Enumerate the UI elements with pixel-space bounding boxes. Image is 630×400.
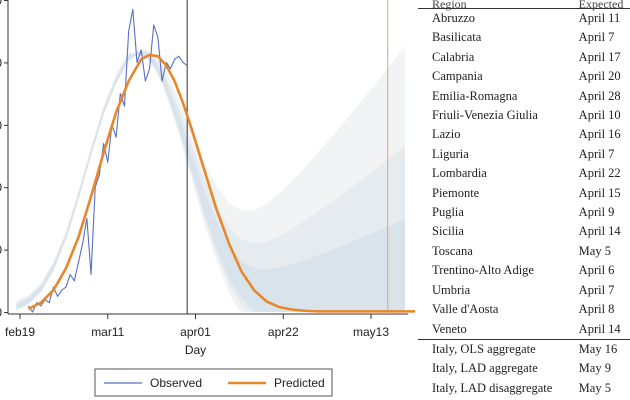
table-row: Lazio April 16 — [418, 125, 630, 144]
x-axis-label: Day — [185, 343, 206, 357]
header-expected: Expected — [568, 0, 630, 10]
table-row: Umbria April 7 — [418, 281, 630, 300]
cell-region: Calabria — [432, 49, 475, 64]
table-row: Trentino-Alto Adige April 6 — [418, 261, 630, 280]
cell-expected-date: April 15 — [578, 185, 621, 200]
cell-expected-date: April 11 — [578, 11, 621, 25]
axes: 000000feb19mar11apr01apr22may13Day — [0, 0, 408, 357]
cell-expected-date: May 5 — [578, 243, 611, 258]
aggregate-row: Italy, OLS aggregate May 16 — [418, 338, 630, 360]
confidence-band — [16, 50, 405, 313]
x-tick-label: apr22 — [268, 325, 299, 339]
cell-region: Abruzzo — [432, 11, 476, 25]
table-row: Toscana May 5 — [418, 242, 630, 261]
table-row: Valle d'Aosta April 8 — [418, 300, 630, 319]
cell-region: Trentino-Alto Adige — [432, 263, 534, 278]
table-row: Abruzzo April 11 — [418, 9, 630, 29]
table-row: Campania April 20 — [418, 67, 630, 86]
cell-expected-date: May 16 — [568, 338, 630, 360]
x-tick-label: mar11 — [91, 325, 124, 339]
cell-expected-date: April 17 — [578, 49, 621, 64]
aggregate-row: Italy, LAD disaggregate May 5 — [418, 379, 630, 398]
confidence-bands — [16, 46, 405, 313]
y-tick-label: 0 — [0, 118, 2, 132]
x-tick-label: may13 — [353, 325, 389, 339]
cell-expected-date: May 5 — [578, 380, 611, 395]
cell-region: Puglia — [432, 205, 464, 220]
vertical-reference-lines — [186, 0, 389, 314]
cell-expected-date: April 7 — [578, 30, 615, 45]
cell-region: Umbria — [432, 282, 471, 297]
legend: Observed Predicted — [94, 368, 333, 397]
table-row: Emilia-Romagna April 28 — [418, 87, 630, 106]
cell-expected-date: April 7 — [578, 282, 615, 297]
y-tick-label: 0 — [0, 243, 2, 257]
x-tick-label: feb19 — [5, 325, 35, 339]
header-region: Region — [418, 0, 569, 10]
aggregate-row: Italy, LAD aggregate May 9 — [418, 359, 630, 378]
cell-expected-date: April 16 — [578, 127, 621, 142]
y-tick-label: 0 — [0, 181, 2, 195]
table-row: Friuli-Venezia Giulia April 10 — [418, 106, 630, 125]
cell-expected-date: April 20 — [578, 69, 621, 84]
legend-label-observed: Observed — [150, 376, 202, 390]
legend-label-predicted: Predicted — [274, 376, 325, 390]
cell-expected-date: April 8 — [578, 302, 615, 317]
table-row: Liguria April 7 — [418, 145, 630, 164]
series-line-predicted — [27, 53, 415, 313]
cell-region: Veneto — [432, 321, 467, 336]
cell-region: Piemonte — [432, 185, 480, 200]
region-expected-table: Region Expected Abruzzo April 11 Basilicat… — [418, 0, 630, 400]
cell-region: Friuli-Venezia Giulia — [432, 108, 538, 123]
cell-region: Italy, LAD aggregate — [432, 361, 538, 376]
cell-expected-date: April 22 — [578, 166, 621, 181]
table-row: Basilicata April 7 — [418, 28, 630, 47]
cell-expected-date: May 9 — [578, 361, 611, 376]
confidence-band — [16, 51, 405, 312]
cell-region: Italy, OLS aggregate — [418, 338, 569, 360]
cell-expected-date: April 14 — [578, 224, 621, 239]
table-header-row: Region Expected — [418, 0, 630, 10]
y-tick-label: 0 — [0, 0, 2, 8]
cell-region: Italy, LAD disaggregate — [432, 380, 553, 395]
table-row: Calabria April 17 — [418, 48, 630, 67]
table-row: Veneto April 14 — [418, 320, 630, 340]
table-row: Sicilia April 14 — [418, 222, 630, 241]
cell-region: Emilia-Romagna — [432, 88, 518, 103]
cell-region: Sicilia — [432, 224, 464, 239]
cell-expected-date: April 7 — [578, 146, 615, 161]
cell-expected-date: April 14 — [578, 321, 621, 336]
y-tick-label: 0 — [0, 306, 2, 320]
y-tick-label: 0 — [0, 56, 2, 70]
table-row: Piemonte April 15 — [418, 184, 630, 203]
cell-expected-date: April 9 — [578, 205, 615, 220]
series-layer — [27, 8, 415, 313]
cell-expected-date: April 28 — [578, 88, 621, 103]
cell-region: Lombardia — [432, 166, 487, 181]
table-row: Puglia April 9 — [418, 203, 630, 222]
cell-region: Valle d'Aosta — [432, 302, 499, 317]
cell-region: Toscana — [432, 243, 473, 258]
cell-region: Liguria — [432, 146, 469, 161]
x-tick-label: apr01 — [180, 325, 211, 339]
cell-expected-date: April 6 — [578, 263, 615, 278]
cell-region: Campania — [432, 69, 483, 84]
cell-expected-date: April 10 — [578, 108, 621, 123]
cell-region: Lazio — [432, 127, 461, 142]
table-row: Lombardia April 22 — [418, 164, 630, 183]
cell-region: Basilicata — [432, 30, 482, 45]
forecast-chart: 000000feb19mar11apr01apr22may13Day Obser… — [0, 0, 415, 397]
